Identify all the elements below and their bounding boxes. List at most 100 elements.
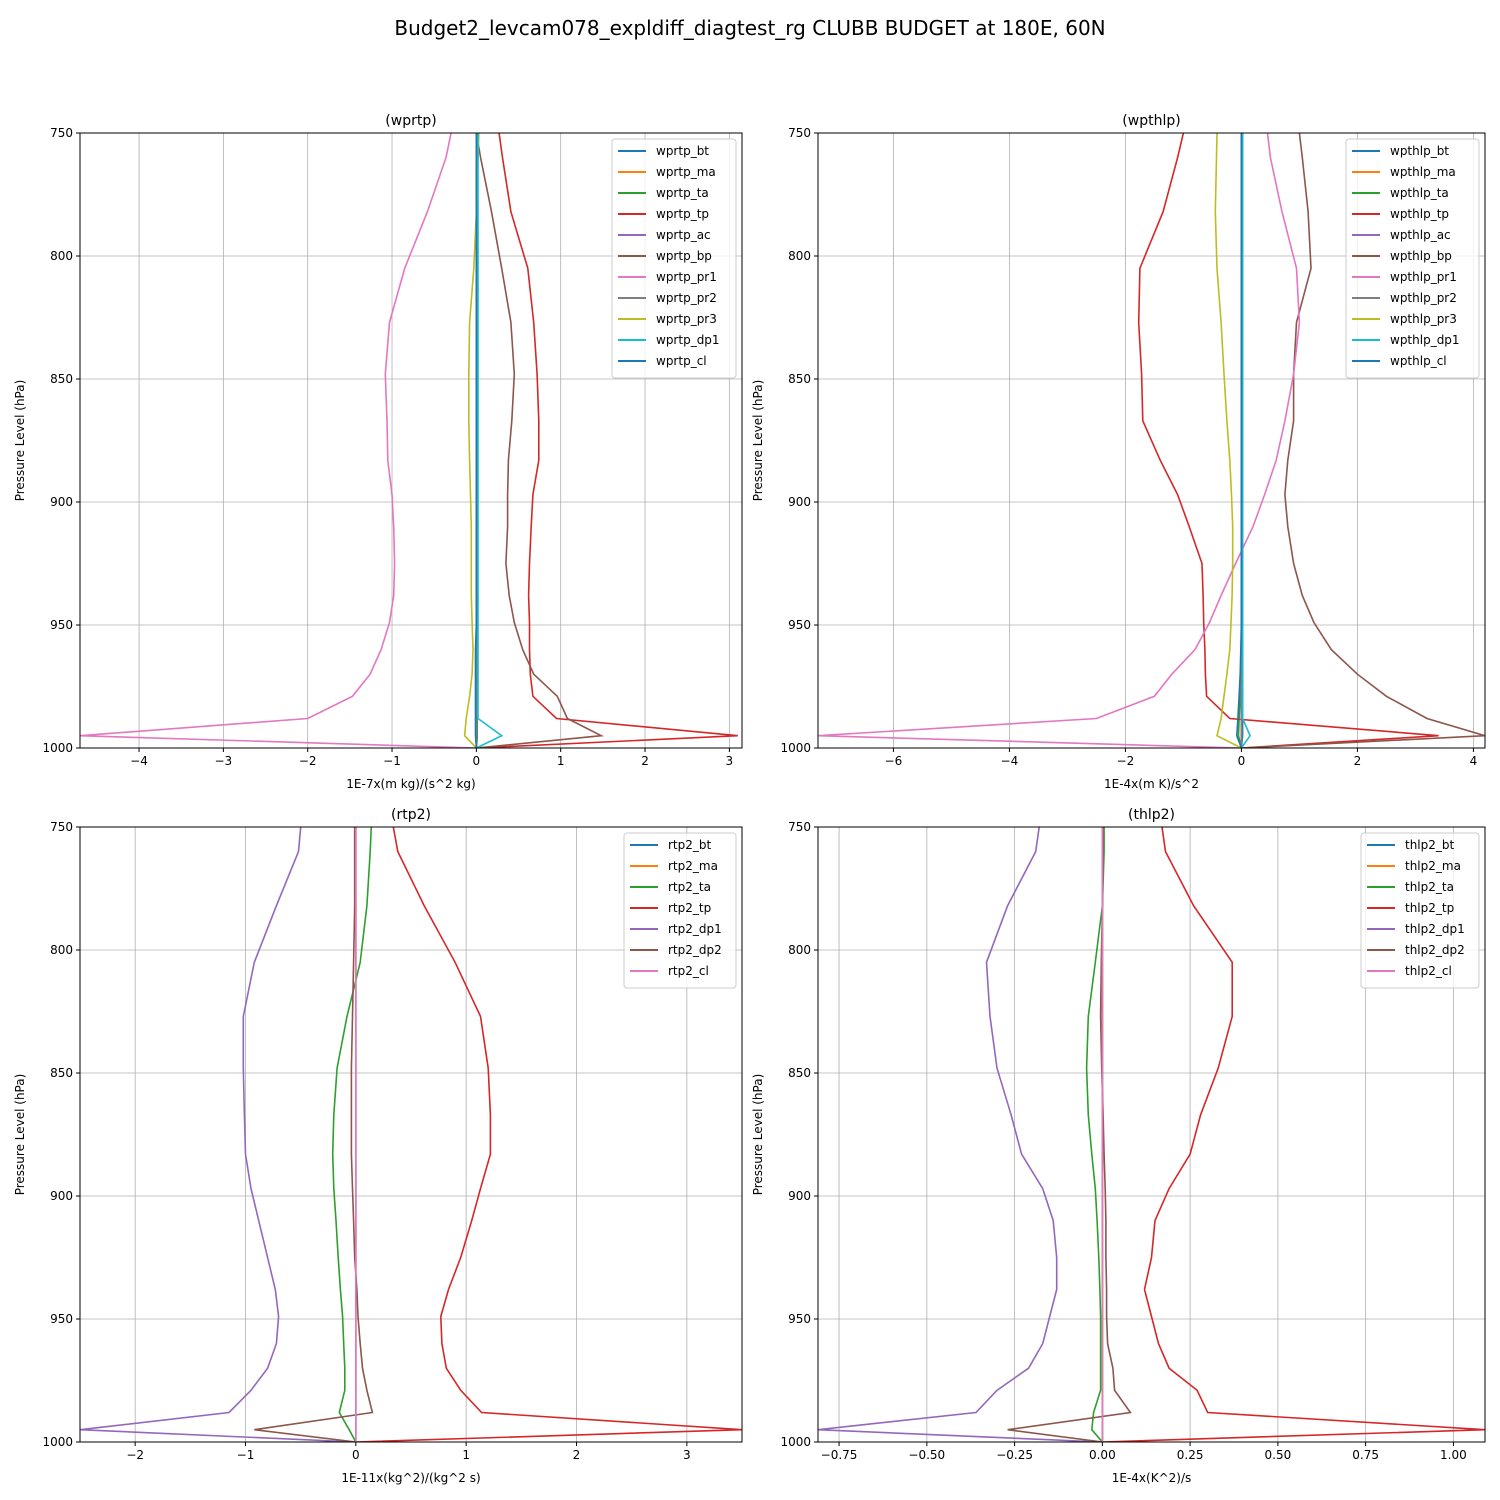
panel-wprtp: −4 −3 −2 −1 0 1 2 3 750 800 850 900 950 1000 (wprtp) 1E…	[13, 113, 743, 791]
series-line-wprtp_pr3	[463, 133, 480, 748]
y-tick-label: 750	[788, 126, 811, 140]
x-tick-label: 4	[1470, 754, 1478, 768]
series-line-wpthlp_dp1	[1240, 133, 1252, 748]
x-tick-label: 0	[1238, 754, 1246, 768]
y-tick-label: 1000	[42, 741, 73, 755]
legend-entry: rtp2_dp2	[668, 943, 722, 957]
series-line-thlp2_ta	[1085, 827, 1105, 1442]
series-group	[818, 827, 1485, 1442]
legend-entry: wpthlp_cl	[1390, 354, 1447, 368]
series-line-wprtp_pr1	[80, 133, 477, 748]
legend-entry: wprtp_dp1	[656, 333, 720, 347]
x-axis-label: 1E-7x(m kg)/(s^2 kg)	[346, 777, 475, 791]
x-tick-label: −2	[1117, 754, 1135, 768]
x-axis-label: 1E-4x(m K)/s^2	[1104, 777, 1199, 791]
legend: wpthlp_bt wpthlp_ma wpthlp_ta wpthlp_tpwpth…	[1345, 138, 1480, 379]
axes-frame	[817, 132, 1486, 749]
y-tick-label: 900	[788, 495, 811, 509]
y-axis-label: Pressure Level (hPa)	[751, 380, 765, 502]
series-group	[80, 827, 742, 1442]
panel-rtp2: −2 −1 0 1 2 3 750 800 850 900 950 1000 (rtp2) 1E-11x(…	[13, 807, 743, 1485]
x-tick-label: 0.00	[1089, 1448, 1116, 1462]
x-tick-label: 3	[683, 1448, 691, 1462]
series-line-wprtp_bp	[475, 133, 605, 748]
legend-entry: wprtp_pr1	[656, 270, 717, 284]
y-tick-label: 750	[50, 126, 73, 140]
y-tick-label: 900	[788, 1189, 811, 1203]
legend-entry: wpthlp_bp	[1390, 249, 1452, 263]
x-tick-label: 2	[641, 754, 649, 768]
series-line-rtp2_ta	[331, 827, 373, 1442]
y-tick-label: 1000	[42, 1435, 73, 1449]
y-tick-label: 750	[50, 820, 73, 834]
legend-entry: wprtp_tp	[656, 207, 709, 221]
y-axis-label: Pressure Level (hPa)	[13, 1074, 27, 1196]
series-line-wpthlp_cl	[1235, 133, 1243, 748]
legend-entry: wprtp_pr3	[656, 312, 717, 326]
axes-frame	[817, 826, 1486, 1443]
x-tick-label: −4	[1001, 754, 1019, 768]
x-tick-label: −4	[130, 754, 148, 768]
x-tick-label: −6	[885, 754, 903, 768]
x-tick-label: 2	[573, 1448, 581, 1462]
legend-entry: rtp2_dp1	[668, 922, 722, 936]
legend-entry: wprtp_ma	[656, 165, 716, 179]
legend-entry: wpthlp_pr3	[1390, 312, 1457, 326]
panel-title: (wprtp)	[385, 113, 436, 129]
legend-entry: wpthlp_pr2	[1390, 291, 1457, 305]
y-tick-label: 900	[50, 495, 73, 509]
series-line-wpthlp_bp	[1241, 133, 1485, 748]
legend-entry: thlp2_cl	[1405, 964, 1452, 978]
series-group	[80, 133, 738, 748]
legend-entry: thlp2_bt	[1405, 838, 1455, 852]
x-tick-label: −0.50	[908, 1448, 945, 1462]
panel-title: (wpthlp)	[1122, 113, 1180, 129]
panel-title: (thlp2)	[1128, 807, 1175, 823]
legend-entry: wpthlp_pr1	[1390, 270, 1457, 284]
x-tick-label: 1.00	[1440, 1448, 1467, 1462]
series-line-thlp2_tp	[1102, 827, 1485, 1442]
series-line-thlp2_dp1	[818, 827, 1103, 1442]
x-tick-label: −1	[237, 1448, 255, 1462]
x-tick-label: 0.50	[1265, 1448, 1292, 1462]
legend-entry: thlp2_ta	[1405, 880, 1454, 894]
x-tick-label: 0	[352, 1448, 360, 1462]
x-tick-label: −1	[383, 754, 401, 768]
legend-entry: wpthlp_ta	[1390, 186, 1449, 200]
series-group	[818, 133, 1485, 748]
legend-entry: rtp2_cl	[668, 964, 709, 978]
legend-entry: wpthlp_dp1	[1390, 333, 1460, 347]
figure-title: Budget2_levcam078_expldiff_diagtest_rg C…	[394, 16, 1106, 40]
legend-entry: wprtp_bp	[656, 249, 712, 263]
y-tick-label: 950	[788, 618, 811, 632]
x-tick-label: 1	[557, 754, 565, 768]
series-line-thlp2_dp2	[1007, 827, 1132, 1442]
series-line-wprtp_dp1	[476, 133, 504, 748]
x-tick-label: 1	[462, 1448, 470, 1462]
panel-thlp2: −0.75 −0.50 −0.25 0.00 0.25 0.50 0.75 1.00 750 80…	[751, 807, 1486, 1485]
y-tick-label: 750	[788, 820, 811, 834]
series-line-wprtp_tp	[476, 133, 738, 748]
y-axis-label: Pressure Level (hPa)	[751, 1074, 765, 1196]
y-tick-label: 850	[50, 1066, 73, 1080]
axes-frame	[79, 132, 743, 749]
axes-frame	[79, 826, 743, 1443]
legend-entry: wpthlp_bt	[1390, 144, 1449, 158]
legend-entry: rtp2_tp	[668, 901, 711, 915]
legend: thlp2_bt thlp2_ma thlp2_ta thlp2_tp thlp2_dp…	[1360, 832, 1480, 989]
y-tick-label: 850	[50, 372, 73, 386]
series-line-rtp2_tp	[355, 827, 742, 1442]
x-tick-label: 3	[726, 754, 734, 768]
x-tick-label: −3	[215, 754, 233, 768]
x-tick-label: −2	[126, 1448, 144, 1462]
series-line-wpthlp_tp	[1137, 133, 1439, 748]
legend-entry: thlp2_ma	[1405, 859, 1461, 873]
legend-entry: rtp2_ta	[668, 880, 711, 894]
legend-entry: wprtp_ta	[656, 186, 709, 200]
y-tick-label: 800	[50, 943, 73, 957]
x-tick-label: −2	[299, 754, 317, 768]
legend-entry: rtp2_bt	[668, 838, 712, 852]
legend-entry: wpthlp_ac	[1390, 228, 1451, 242]
legend-entry: thlp2_dp2	[1405, 943, 1465, 957]
